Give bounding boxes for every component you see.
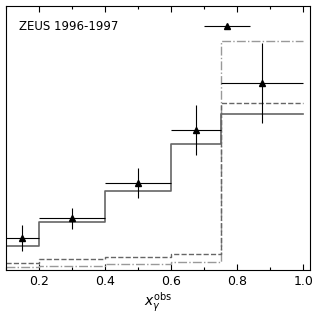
Text: ZEUS 1996-1997: ZEUS 1996-1997 bbox=[19, 20, 118, 33]
X-axis label: $x_{\gamma}^{\rm obs}$: $x_{\gamma}^{\rm obs}$ bbox=[144, 291, 172, 315]
